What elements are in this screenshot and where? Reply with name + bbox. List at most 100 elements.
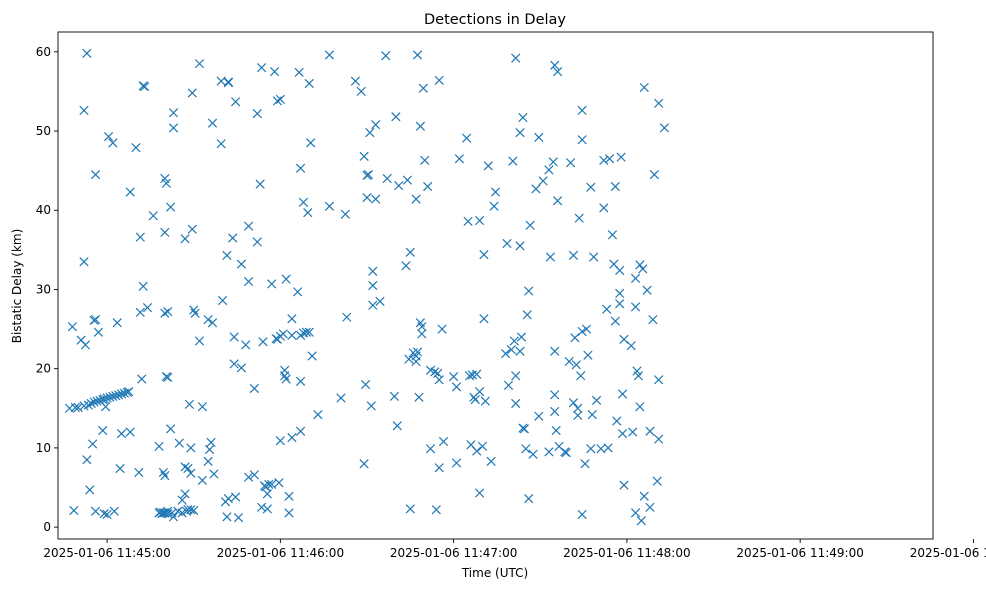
data-point <box>583 350 593 360</box>
data-point <box>573 403 583 413</box>
data-point <box>362 192 372 203</box>
data-point <box>401 261 411 271</box>
data-point <box>89 397 99 407</box>
data-point <box>502 238 512 249</box>
data-point <box>544 447 554 457</box>
data-point <box>518 112 528 123</box>
data-point <box>619 480 629 490</box>
data-point <box>360 379 371 390</box>
data-point <box>204 444 215 455</box>
data-point <box>652 476 662 486</box>
data-point <box>576 371 586 381</box>
data-point <box>420 155 430 165</box>
data-point <box>165 424 176 434</box>
data-point <box>264 479 274 489</box>
data-point <box>306 138 316 148</box>
data-point <box>359 459 369 469</box>
data-point <box>371 194 381 204</box>
data-point <box>617 389 628 399</box>
data-point <box>90 314 101 325</box>
data-point <box>197 402 208 412</box>
data-point <box>503 380 514 390</box>
data-point <box>528 449 538 459</box>
data-point <box>280 365 290 375</box>
data-point <box>125 427 135 437</box>
data-point <box>160 508 170 518</box>
data-point <box>109 506 119 516</box>
data-point <box>368 300 378 310</box>
data-point <box>463 216 473 226</box>
data-point <box>190 308 200 318</box>
x-tick-label: 2025-01-06 11:46:00 <box>217 546 344 560</box>
data-point <box>186 468 196 478</box>
data-point <box>105 392 115 402</box>
data-point <box>521 444 531 454</box>
data-point <box>577 509 587 520</box>
data-point <box>295 376 306 386</box>
data-point <box>659 123 670 133</box>
data-point <box>654 434 664 444</box>
data-point <box>209 469 219 479</box>
data-point <box>281 274 291 284</box>
data-point <box>433 368 443 379</box>
data-point <box>515 241 525 251</box>
data-point <box>375 296 385 306</box>
data-point <box>116 389 127 399</box>
y-tick-label: 60 <box>36 45 51 59</box>
data-point <box>138 281 148 291</box>
data-point <box>135 307 145 318</box>
data-point <box>93 327 104 337</box>
plot-area <box>57 31 934 540</box>
data-point <box>207 118 218 128</box>
data-markers <box>64 48 670 526</box>
data-point <box>389 391 400 402</box>
data-point <box>278 329 288 339</box>
data-point <box>610 181 620 192</box>
data-point <box>511 53 521 63</box>
data-point <box>272 96 283 106</box>
data-point <box>324 50 335 60</box>
data-point <box>365 127 375 138</box>
data-point <box>472 369 482 379</box>
data-point <box>607 230 618 240</box>
data-point <box>394 181 404 191</box>
data-point <box>295 426 306 436</box>
data-point <box>186 505 196 515</box>
data-point <box>163 372 173 383</box>
data-point <box>189 505 199 516</box>
data-point <box>589 252 599 262</box>
data-point <box>284 508 294 518</box>
data-point <box>236 363 246 373</box>
data-point <box>551 425 561 436</box>
data-point <box>635 260 645 270</box>
data-point <box>577 135 587 145</box>
data-point <box>180 489 190 499</box>
data-point <box>222 250 232 261</box>
data-point <box>203 314 213 325</box>
y-tick-label: 40 <box>36 203 51 217</box>
data-point <box>274 478 284 488</box>
data-point <box>509 336 519 346</box>
data-point <box>570 333 580 343</box>
data-point <box>207 318 218 328</box>
y-axis-label: Bistatic Delay (km) <box>10 229 24 344</box>
data-point <box>654 375 664 385</box>
data-point <box>256 502 267 512</box>
data-point <box>515 127 525 138</box>
data-point <box>568 398 579 408</box>
data-point <box>479 249 489 260</box>
data-point <box>67 322 78 332</box>
data-point <box>287 330 297 341</box>
data-point <box>131 143 141 153</box>
data-point <box>168 108 179 118</box>
data-point <box>425 444 436 454</box>
data-point <box>449 371 459 382</box>
data-point <box>477 441 488 451</box>
data-point <box>125 187 135 197</box>
data-point <box>586 444 596 454</box>
data-point <box>561 448 571 458</box>
data-point <box>486 456 496 466</box>
data-point <box>160 308 170 318</box>
data-point <box>243 472 254 482</box>
